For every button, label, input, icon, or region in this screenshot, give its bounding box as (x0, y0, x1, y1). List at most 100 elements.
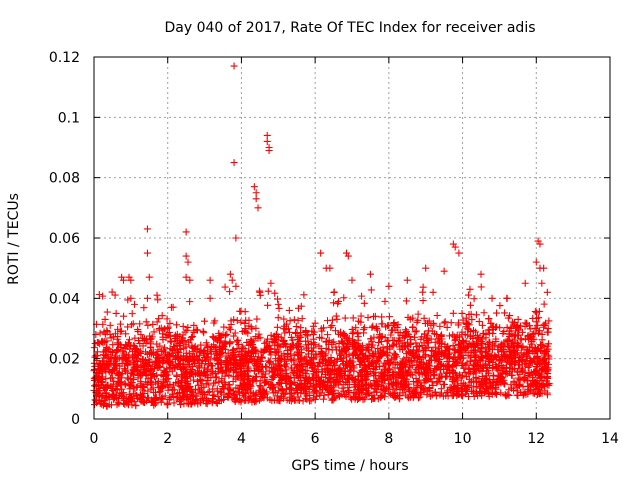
data-point (475, 375, 483, 383)
data-point (153, 340, 161, 348)
data-point (244, 365, 252, 373)
data-point (360, 299, 368, 307)
data-point (277, 376, 285, 384)
data-point (440, 319, 448, 327)
data-point (131, 342, 139, 350)
data-point (421, 376, 429, 384)
data-point (248, 325, 256, 333)
data-point (389, 336, 397, 344)
data-point (125, 399, 133, 407)
data-point (526, 322, 534, 330)
y-tick-label: 0.04 (49, 291, 80, 307)
data-point (143, 249, 151, 257)
data-point (458, 374, 466, 382)
data-point (372, 323, 380, 331)
data-point (390, 349, 398, 357)
data-point (485, 378, 493, 386)
data-point (432, 392, 440, 400)
data-point (157, 398, 165, 406)
data-point (259, 386, 267, 394)
data-point (302, 388, 310, 396)
data-point (250, 183, 258, 191)
data-point (200, 317, 208, 325)
data-point (250, 337, 258, 345)
data-point (198, 394, 206, 402)
data-point (207, 350, 215, 358)
data-point (142, 370, 150, 378)
data-point (406, 333, 414, 341)
data-point (295, 340, 303, 348)
data-point (147, 398, 155, 406)
data-point (307, 340, 315, 348)
data-point (224, 392, 232, 400)
data-point (253, 315, 261, 323)
data-point (408, 371, 416, 379)
data-point (304, 350, 312, 358)
data-point (352, 324, 360, 332)
data-point (324, 331, 332, 339)
data-point (309, 322, 317, 330)
data-point (532, 258, 540, 266)
data-point (239, 327, 247, 335)
data-point (448, 377, 456, 385)
data-point (344, 252, 352, 260)
data-point (274, 354, 282, 362)
data-point (370, 313, 378, 321)
data-point (458, 309, 466, 317)
data-point (111, 352, 119, 360)
data-point (340, 294, 348, 302)
data-point (137, 378, 145, 386)
data-point (459, 392, 467, 400)
data-point (467, 379, 475, 387)
data-point (302, 341, 310, 349)
data-point (167, 303, 175, 311)
data-point (235, 341, 243, 349)
data-point (447, 319, 455, 327)
data-point (360, 361, 368, 369)
data-point (402, 343, 410, 351)
data-point (487, 319, 495, 327)
data-point (436, 391, 444, 399)
data-point (122, 330, 130, 338)
data-point (538, 365, 546, 373)
data-point (159, 371, 167, 379)
data-point (540, 264, 548, 272)
data-point (197, 395, 205, 403)
data-point (128, 321, 136, 329)
data-point (367, 359, 375, 367)
data-point (440, 380, 448, 388)
data-point (200, 369, 208, 377)
data-point (466, 301, 474, 309)
data-point (427, 352, 435, 360)
data-point (221, 283, 229, 291)
data-point (226, 339, 234, 347)
data-point (129, 320, 137, 328)
data-point (209, 334, 217, 342)
data-point (543, 288, 551, 296)
data-point (101, 383, 109, 391)
data-point (104, 392, 112, 400)
data-point (197, 381, 205, 389)
data-point (177, 401, 185, 409)
data-point (136, 392, 144, 400)
data-point (132, 383, 140, 391)
data-point (252, 324, 260, 332)
data-point (514, 387, 522, 395)
data-point (337, 337, 345, 345)
data-point (383, 351, 391, 359)
data-point (303, 344, 311, 352)
data-point (387, 331, 395, 339)
data-point (308, 362, 316, 370)
data-point (181, 378, 189, 386)
data-point (377, 368, 385, 376)
data-point (437, 350, 445, 358)
data-point (498, 348, 506, 356)
data-point (515, 380, 523, 388)
data-point (297, 324, 305, 332)
data-point (233, 345, 241, 353)
axis-ticks: 0 2 4 6 8 10 12 14 0 0.02 0.04 0.06 0.08 0.1 0.12 (49, 50, 619, 447)
data-point (91, 362, 99, 370)
data-point (460, 343, 468, 351)
data-point (478, 353, 486, 361)
data-point (429, 288, 437, 296)
